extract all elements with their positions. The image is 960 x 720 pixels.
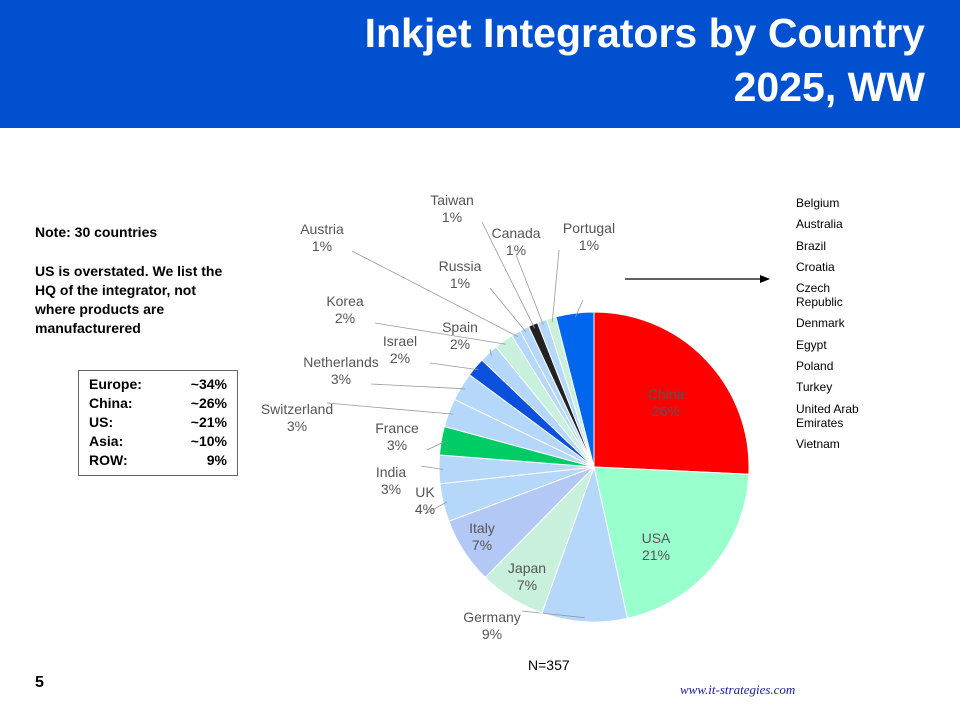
country-name: Turkey [796, 380, 833, 395]
leader-line [574, 299, 584, 318]
country-name: Brazil [796, 238, 827, 253]
slice-label: Korea [326, 293, 364, 309]
slice-value: 1% [579, 237, 599, 253]
slice-label: Portugal [563, 220, 615, 236]
slice-label: France [375, 420, 419, 436]
region-share: ~10% [190, 433, 227, 449]
slice-value: 1% [450, 275, 470, 291]
region-row: US: ~21% [79, 413, 237, 432]
slice-value: 3% [381, 481, 401, 497]
slice-label: Israel [383, 333, 417, 349]
slice-value: 26% [652, 403, 680, 419]
pie-slice [593, 311, 750, 475]
leader-line [370, 383, 465, 390]
leader-line [351, 250, 519, 337]
caveat: US is overstated. We list the HQ of the i… [35, 262, 222, 338]
caveat-line: HQ of the integrator, not [35, 282, 196, 298]
slice-label: UK [415, 484, 435, 500]
slice-label: Canada [491, 225, 540, 241]
leader-line [521, 610, 585, 619]
country-name: Denmark [796, 316, 845, 331]
slice-value: 3% [287, 418, 307, 434]
region-name: Europe: [89, 376, 142, 392]
leader-line [426, 440, 446, 451]
country-name: Australia [796, 217, 843, 232]
slice-label: Spain [442, 319, 478, 335]
sample-size: N=357 [528, 657, 570, 673]
country-name: United Arab Emirates [796, 401, 859, 430]
slice-value: 3% [387, 437, 407, 453]
leader-line [429, 362, 479, 371]
slice-value: 9% [482, 626, 502, 642]
title-line: 2025, WW [733, 64, 925, 110]
caveat-line: manufacturered [35, 320, 141, 336]
country-name: Poland [796, 359, 834, 374]
slice-value: 2% [390, 350, 410, 366]
country-name: Vietnam [796, 436, 840, 451]
pie-slice [555, 311, 595, 468]
slice-value: 1% [442, 209, 462, 225]
leader-line [374, 322, 507, 345]
slice-value: 7% [472, 537, 492, 553]
region-share: ~34% [190, 376, 227, 392]
region-name: China: [89, 395, 133, 411]
region-row: ROW: 9% [79, 451, 237, 470]
slice-label: USA [642, 530, 671, 546]
leader-line [515, 254, 544, 325]
leader-line [420, 465, 444, 470]
region-share: ~26% [190, 395, 227, 411]
website: www.it-strategies.com [680, 682, 796, 697]
leader-line [551, 249, 560, 322]
slice-label: Taiwan [430, 192, 474, 208]
country-name: Egypt [796, 337, 827, 352]
page-number: 5 [35, 674, 44, 691]
slice-value: 7% [517, 577, 537, 593]
region-table: Europe: ~34% China: ~26% US: ~21% Asia: ~10% ROW… [78, 370, 238, 476]
slice-value: 2% [450, 336, 470, 352]
leader-line [489, 287, 527, 333]
slice-label: China [648, 386, 685, 402]
slice-label: Japan [508, 560, 546, 576]
region-row: China: ~26% [79, 394, 237, 413]
region-row: Asia: ~10% [79, 432, 237, 451]
header: Inkjet Integrators by Country 2025, WW [0, 0, 960, 128]
slice-label: Italy [469, 520, 495, 536]
region-name: US: [89, 414, 114, 430]
slice-label: India [376, 464, 407, 480]
note: Note: 30 countries [35, 224, 158, 240]
slice-label: Russia [439, 258, 482, 274]
leader-line [481, 221, 535, 329]
leader-line [326, 402, 453, 415]
slice-label: Germany [463, 609, 521, 625]
region-share: ~21% [190, 414, 227, 430]
region-share: 9% [206, 452, 227, 468]
pie-slice [593, 466, 750, 619]
caveat-line: US is overstated. We list the [35, 263, 223, 279]
slice-label: Austria [300, 221, 344, 237]
arrow-head [760, 275, 770, 283]
caveat-line: where products are [35, 301, 165, 317]
region-name: Asia: [89, 433, 124, 449]
slice-label: Switzerland [261, 401, 333, 417]
slice-value: 4% [415, 501, 435, 517]
slice-label: Netherlands [303, 354, 379, 370]
leader-line [424, 501, 448, 515]
slice-value: 3% [331, 371, 351, 387]
country-name: Croatia [796, 259, 835, 274]
country-name: Belgium [796, 196, 840, 210]
slice-value: 2% [335, 310, 355, 326]
leader-line [489, 348, 492, 357]
title-line: Inkjet Integrators by Country [364, 10, 925, 56]
slice-value: 21% [642, 547, 670, 563]
slice-value: 1% [312, 238, 332, 254]
region-name: ROW: [89, 452, 128, 468]
slice-value: 1% [506, 242, 526, 258]
country-name: Czech Republic [796, 281, 843, 310]
other-countries: Belgium Australia Brazil Croatia Czech Repub… [796, 196, 876, 458]
region-row: Europe: ~34% [79, 375, 237, 394]
